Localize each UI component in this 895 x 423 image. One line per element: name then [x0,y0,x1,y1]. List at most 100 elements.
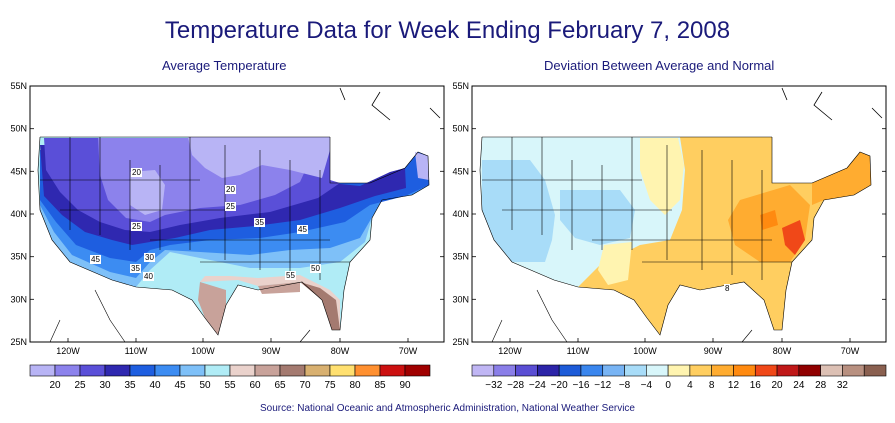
legend-swatch [515,364,538,377]
legend-label: −32 [485,380,502,391]
latitude-label: 40N [10,209,27,219]
latitude-label: 30N [10,294,27,304]
legend-swatch [79,364,106,377]
legend-label: −8 [619,380,631,391]
legend-swatch [154,364,181,377]
legend-label: 45 [174,380,186,391]
longitude-label: 80W [773,346,792,356]
contour-label: 8 [724,284,731,293]
right-map-subtitle: Deviation Between Average and Normal [544,58,775,73]
right-legend: −32 −28 −24 −20 −16 −12 −8 −4 0 4 8 12 16 20 24 28 32 [471,364,887,391]
legend-swatch [304,364,331,377]
legend-swatch [179,364,206,377]
page-title: Temperature Data for Week Ending Februar… [164,17,731,44]
left-map: 55N 50N 45N 40N 35N 30N 25N 120W 110W 100W 90W 80W 7… [10,81,445,356]
longitude-label: 110W [567,346,590,356]
legend-label: 8 [709,380,715,391]
source-note: Source: National Oceanic and Atmospheric… [259,403,635,414]
legend-label: 85 [374,380,386,391]
longitude-label: 100W [633,346,657,356]
right-map-boundaries [479,87,883,343]
latitude-label: 30N [452,294,469,304]
latitude-label: 55N [10,81,27,91]
legend-label: 20 [49,380,61,391]
legend-label: 12 [728,380,740,391]
legend-label: 55 [224,380,236,391]
legend-swatch [646,364,669,377]
legend-swatch [689,364,712,377]
legend-label: 20 [771,380,783,391]
legend-label: −12 [594,380,611,391]
contour-label: 35 [130,264,141,273]
legend-swatch [29,364,56,377]
contour-label: 30 [144,253,155,262]
contour-label: 25 [225,202,236,211]
latitude-label: 35N [10,252,27,262]
longitude-label: 100W [191,346,215,356]
left-map-boundaries [37,87,441,343]
legend-swatch [229,364,256,377]
legend-swatch [798,364,821,377]
longitude-label: 80W [331,346,350,356]
legend-swatch [471,364,495,377]
contour-label: 55 [285,271,296,280]
contour-label: 45 [90,255,101,264]
longitude-label: 120W [498,346,522,356]
left-map-axes: 55N 50N 45N 40N 35N 30N 25N 120W 110W 100W 90W 80W 7… [10,81,444,356]
legend-swatch [379,364,406,377]
latitude-label: 45N [10,166,27,176]
legend-swatch [667,364,691,377]
legend-label: 32 [837,380,849,391]
legend-label: 60 [249,380,261,391]
left-legend: 20 25 30 35 40 45 50 55 60 65 70 75 80 85 90 [29,364,431,391]
contour-label: 20 [225,185,236,194]
right-map: 55N 50N 45N 40N 35N 30N 25N 120W 110W 100W 90W 80W 7… [452,81,887,356]
legend-swatch [754,364,778,377]
legend-swatch [54,364,81,377]
legend-label: 75 [324,380,336,391]
latitude-label: 35N [452,252,469,262]
longitude-label: 90W [704,346,723,356]
legend-label: 50 [199,380,211,391]
legend-label: 24 [793,380,805,391]
legend-label: 0 [665,380,671,391]
legend-label: −16 [572,380,589,391]
legend-swatch [329,364,356,377]
latitude-label: 50N [452,124,469,134]
legend-swatch [404,364,431,377]
longitude-label: 110W [125,346,148,356]
legend-swatch [711,364,734,377]
contour-label: 35 [254,218,265,227]
longitude-label: 70W [399,346,418,356]
legend-swatch [842,364,865,377]
legend-swatch [558,364,582,377]
legend-swatch [537,364,560,377]
legend-swatch [863,364,887,377]
legend-swatch [104,364,131,377]
longitude-label: 90W [262,346,281,356]
latitude-label: 45N [452,166,469,176]
legend-label: 4 [687,380,693,391]
legend-swatch [776,364,800,377]
legend-label: −20 [551,380,568,391]
longitude-label: 120W [56,346,80,356]
right-map-axes: 55N 50N 45N 40N 35N 30N 25N 120W 110W 100W 90W 80W 7… [452,81,886,356]
legend-label: 40 [149,380,161,391]
left-map-fill [38,137,429,335]
legend-swatch [493,364,516,377]
legend-swatch [129,364,156,377]
legend-label: 30 [99,380,111,391]
legend-swatch [624,364,647,377]
legend-swatch [354,364,381,377]
legend-label: 25 [74,380,86,391]
legend-label: 65 [274,380,286,391]
latitude-label: 50N [10,124,27,134]
latitude-label: 25N [10,337,27,347]
legend-label: −28 [507,380,524,391]
legend-label: 80 [349,380,361,391]
latitude-label: 55N [452,81,469,91]
contour-label: 45 [297,225,308,234]
left-map-subtitle: Average Temperature [162,58,287,73]
legend-swatch [204,364,231,377]
